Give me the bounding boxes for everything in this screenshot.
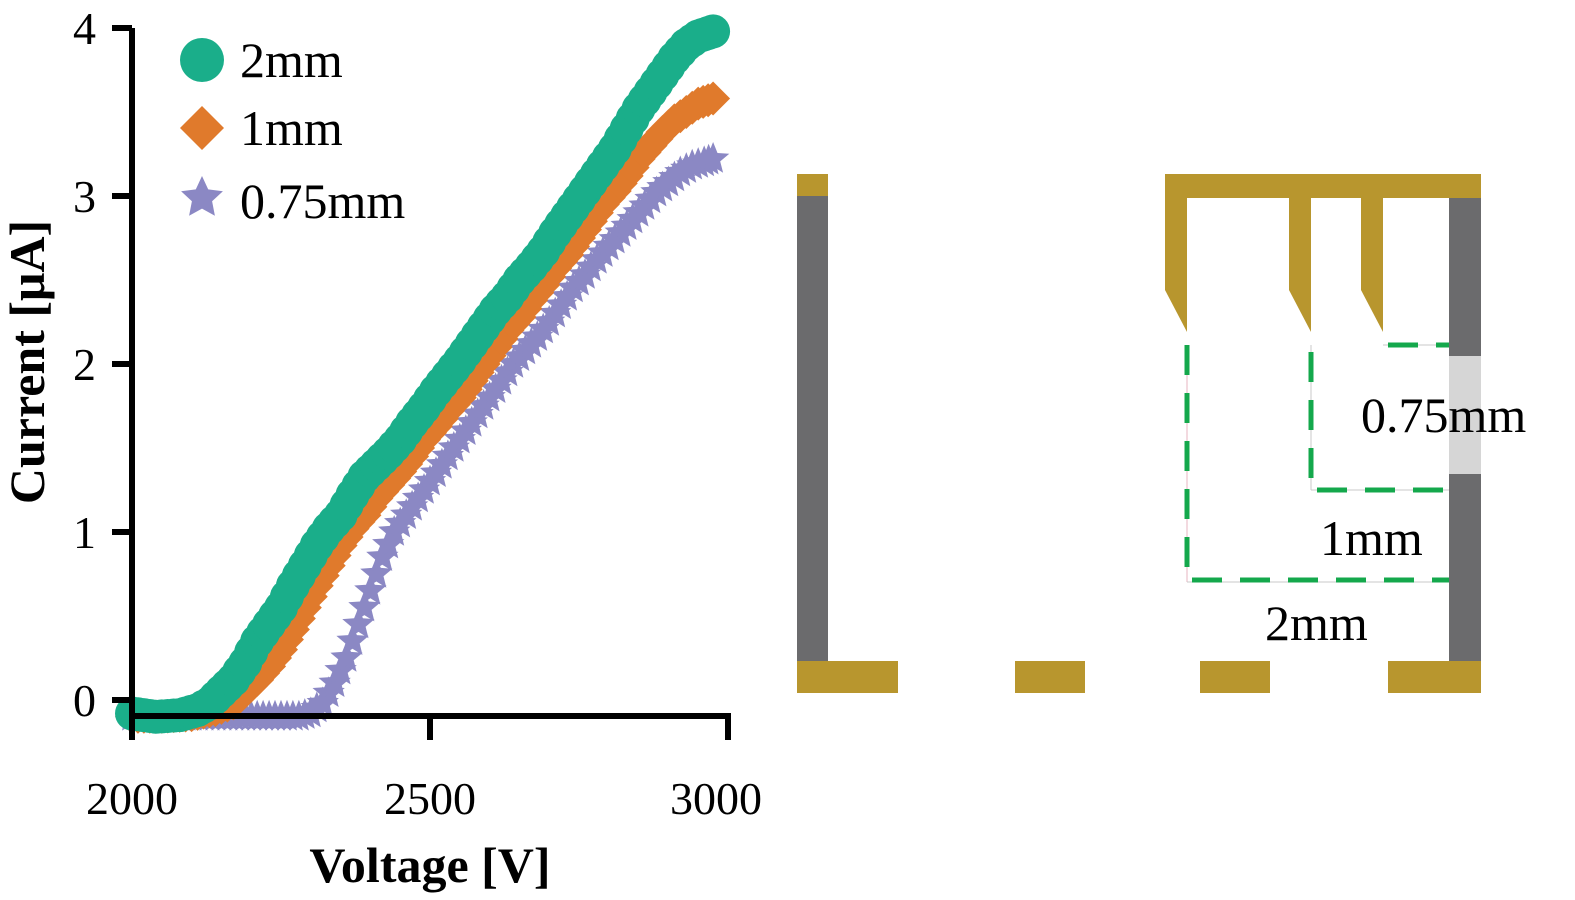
legend-marker-0.75mm [181, 176, 223, 216]
data-point-2mm [696, 14, 731, 49]
y-tick-label: 2 [73, 339, 96, 390]
left-electrode-top-cap [797, 174, 828, 196]
data-point-0.75mm [354, 573, 387, 605]
data-point-0.75mm [360, 557, 393, 588]
gap-label-1mm: 1mm [1320, 510, 1423, 566]
iv-chart: 0 1 2 3 4 2000 2500 3000 Voltage [V] Cur… [0, 3, 762, 893]
comb-tip-2mm [1165, 198, 1187, 332]
bottom-strip-segment [797, 661, 898, 693]
gap-path-2mm [1184, 345, 1449, 583]
legend-label-2mm: 2mm [240, 32, 343, 88]
legend: 2mm 1mm 0.75mm [180, 32, 405, 229]
x-tick-label: 2500 [384, 773, 476, 824]
series-2mm [115, 14, 731, 734]
y-tick-label: 3 [73, 171, 96, 222]
bottom-strip-segment [1015, 661, 1085, 693]
y-tick-label: 4 [73, 3, 96, 54]
y-axis-title: Current [μA] [0, 220, 55, 504]
data-point-0.75mm [342, 607, 375, 639]
left-electrode-bar [797, 196, 828, 661]
bottom-strip-segment [1200, 661, 1270, 693]
electrode-diagram: 0.75mm 1mm 2mm [797, 174, 1526, 693]
series-layer [115, 14, 731, 734]
y-tick-label: 1 [73, 507, 96, 558]
comb-tip-0.75mm [1361, 198, 1383, 332]
top-comb-bar [1165, 174, 1481, 198]
legend-label-1mm: 1mm [240, 100, 343, 156]
data-point-0.75mm [696, 142, 730, 173]
data-point-0.75mm [336, 624, 369, 655]
legend-marker-2mm [180, 38, 224, 82]
y-tick-label: 0 [73, 675, 96, 726]
data-point-0.75mm [330, 641, 363, 672]
data-point-0.75mm [348, 590, 381, 622]
x-tick-label: 3000 [670, 773, 762, 824]
bottom-strip-segment [1388, 661, 1481, 693]
x-tick-label: 2000 [86, 773, 178, 824]
legend-label-0.75mm: 0.75mm [240, 173, 405, 229]
gap-label-2mm: 2mm [1265, 595, 1368, 651]
legend-marker-1mm [180, 106, 224, 150]
comb-tip-1mm [1289, 198, 1311, 332]
x-axis-title: Voltage [V] [309, 837, 550, 893]
gap-label-0.75mm: 0.75mm [1361, 387, 1526, 443]
data-point-1mm [696, 81, 731, 116]
right-electrode-gap [1449, 356, 1481, 474]
